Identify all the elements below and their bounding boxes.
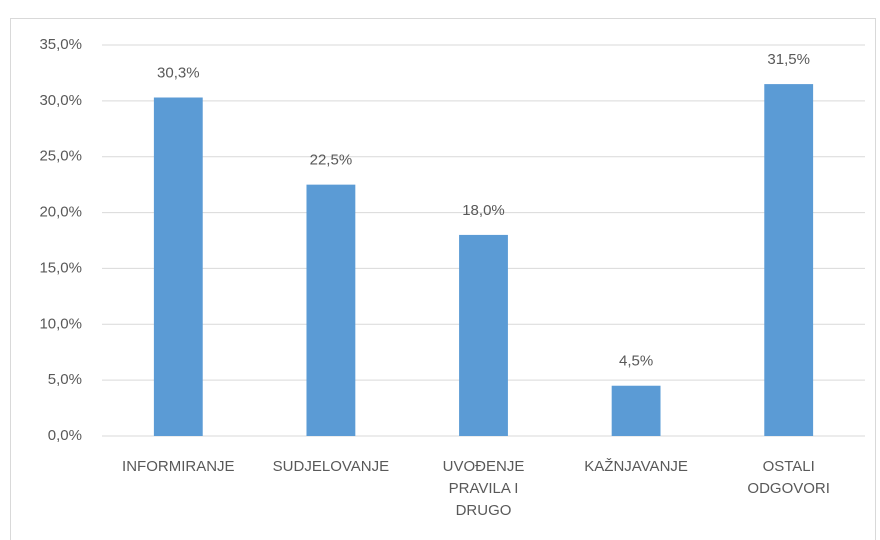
y-tick-label: 35,0% <box>39 36 82 53</box>
bar <box>153 97 203 437</box>
data-label: 22,5% <box>310 152 353 169</box>
y-tick-label: 15,0% <box>39 259 82 276</box>
y-tick-label: 25,0% <box>39 148 82 165</box>
y-tick-label: 30,0% <box>39 92 82 109</box>
bar <box>459 234 508 436</box>
y-tick-label: 20,0% <box>39 204 82 221</box>
y-tick-label: 10,0% <box>39 315 82 332</box>
data-label: 30,3% <box>157 64 200 81</box>
x-tick-label: INFORMIRANJE <box>122 458 235 475</box>
bar <box>306 184 356 436</box>
x-tick-label: KAŽNJAVANJE <box>584 458 688 475</box>
data-label: 18,0% <box>462 202 505 219</box>
x-tick-label: UVOĐENJE PRAVILA I DRUGO <box>442 458 525 519</box>
y-tick-label: 0,0% <box>48 427 82 444</box>
bar <box>611 385 661 436</box>
y-tick-label: 5,0% <box>48 371 82 388</box>
x-tick-label: SUDJELOVANJE <box>272 458 390 475</box>
bar <box>764 84 814 436</box>
data-label: 31,5% <box>767 51 810 68</box>
chart-frame <box>10 18 876 540</box>
x-tick-label: OSTALI ODGOVORI <box>747 458 830 497</box>
data-label: 4,5% <box>619 353 653 370</box>
